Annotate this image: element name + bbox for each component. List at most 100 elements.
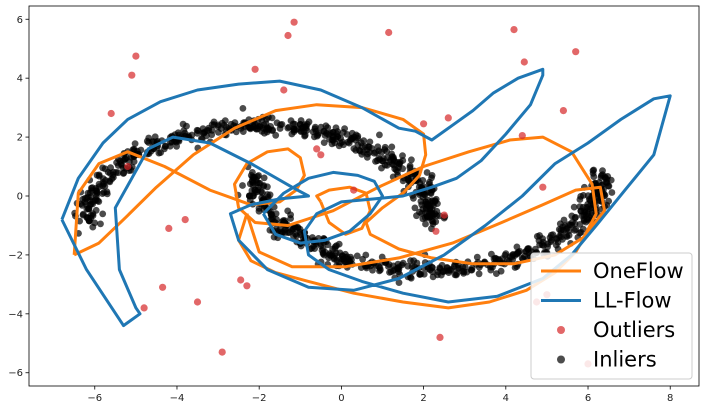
inlier-point [585,196,593,203]
y-tick-label: 4 [17,74,23,85]
inlier-point [576,196,584,203]
inlier-point [419,215,427,223]
x-tick-label: 0 [338,393,344,404]
inlier-point [395,268,402,276]
inlier-point [297,231,304,239]
legend-inliers-label: Inliers [593,348,657,372]
inlier-point [383,161,391,169]
inlier-point [193,129,201,137]
inlier-point [248,178,256,186]
x-tick-label: 6 [585,393,591,404]
legend-ll-flow-label: LL-Flow [593,289,672,313]
inlier-point [372,158,379,165]
inlier-point [267,211,275,218]
inlier-point [544,243,551,251]
inlier-point [287,215,294,222]
inlier-point [262,120,270,127]
outlier-point [165,224,173,232]
inlier-point [145,134,153,142]
inlier-point [432,218,440,226]
inliers-series [71,105,616,286]
inlier-point [290,225,297,233]
inlier-point [455,264,463,272]
outlier-point [539,183,547,191]
inlier-point [395,279,403,286]
inlier-point [560,216,568,224]
inlier-point [396,160,403,168]
axes: −6 −4 −2 0 2 4 6 8 −6 −4 −2 0 2 4 6 [8,5,700,404]
outlier-point [193,298,202,306]
outlier-point [132,52,140,60]
inlier-point [376,131,383,139]
outlier-point [237,276,245,284]
inlier-point [389,267,397,275]
outlier-point [243,282,251,290]
inlier-point [255,184,262,191]
inlier-point [488,250,495,258]
inlier-point [514,248,522,256]
outlier-point [444,114,452,122]
inlier-point [536,232,543,239]
inlier-point [406,164,414,172]
inlier-point [360,148,368,156]
outlier-point [128,71,136,79]
inlier-point [273,216,280,223]
inlier-point [428,172,436,179]
outlier-point [385,28,393,37]
plot-content [60,18,672,368]
inlier-point [319,250,327,258]
inlier-point [246,196,254,204]
inlier-point [272,131,280,139]
inlier-point [422,198,430,206]
inlier-point [97,220,104,228]
x-tick-label: −2 [252,393,267,404]
inlier-point [388,143,396,151]
inlier-point [86,189,94,197]
legend-inliers-swatch [557,355,565,364]
legend-box [530,252,693,380]
inlier-point [116,157,124,165]
inlier-point [99,190,106,198]
y-tick-label: 0 [17,192,23,203]
inlier-point [131,140,139,148]
inlier-point [166,142,174,150]
inlier-point [239,105,247,112]
y-tick-label: −6 [8,368,23,379]
inlier-point [492,255,500,263]
inlier-point [214,121,222,129]
inlier-point [375,147,383,155]
llflow-contour-line [60,67,672,328]
inlier-point [258,127,266,135]
outlier-point [572,48,580,56]
inlier-point [589,167,597,175]
inlier-point [328,140,336,148]
x-tick-label: −4 [170,393,185,404]
inlier-point [341,125,348,132]
inlier-point [429,273,437,281]
inlier-point [93,190,100,198]
inlier-point [284,207,292,215]
outlier-point [440,211,448,219]
inlier-point [109,171,117,179]
outlier-point [518,132,526,140]
inlier-point [130,158,138,166]
oneflow-contour-line [72,103,598,266]
inlier-point [264,191,271,198]
outlier-point [124,162,132,171]
inlier-point [417,270,425,278]
inlier-point [388,150,395,158]
inlier-point [428,205,436,213]
y-tick-label: −4 [8,309,23,320]
inlier-point [413,259,421,267]
outlier-point [159,283,167,291]
inlier-point [557,229,565,237]
inlier-point [413,212,420,220]
inlier-point [554,239,562,246]
legend-outliers-label: Outliers [593,318,675,342]
inlier-point [103,190,111,198]
inlier-point [285,123,293,131]
x-tick-label: 8 [667,393,673,404]
inlier-point [359,255,366,263]
outlier-point [290,18,298,26]
